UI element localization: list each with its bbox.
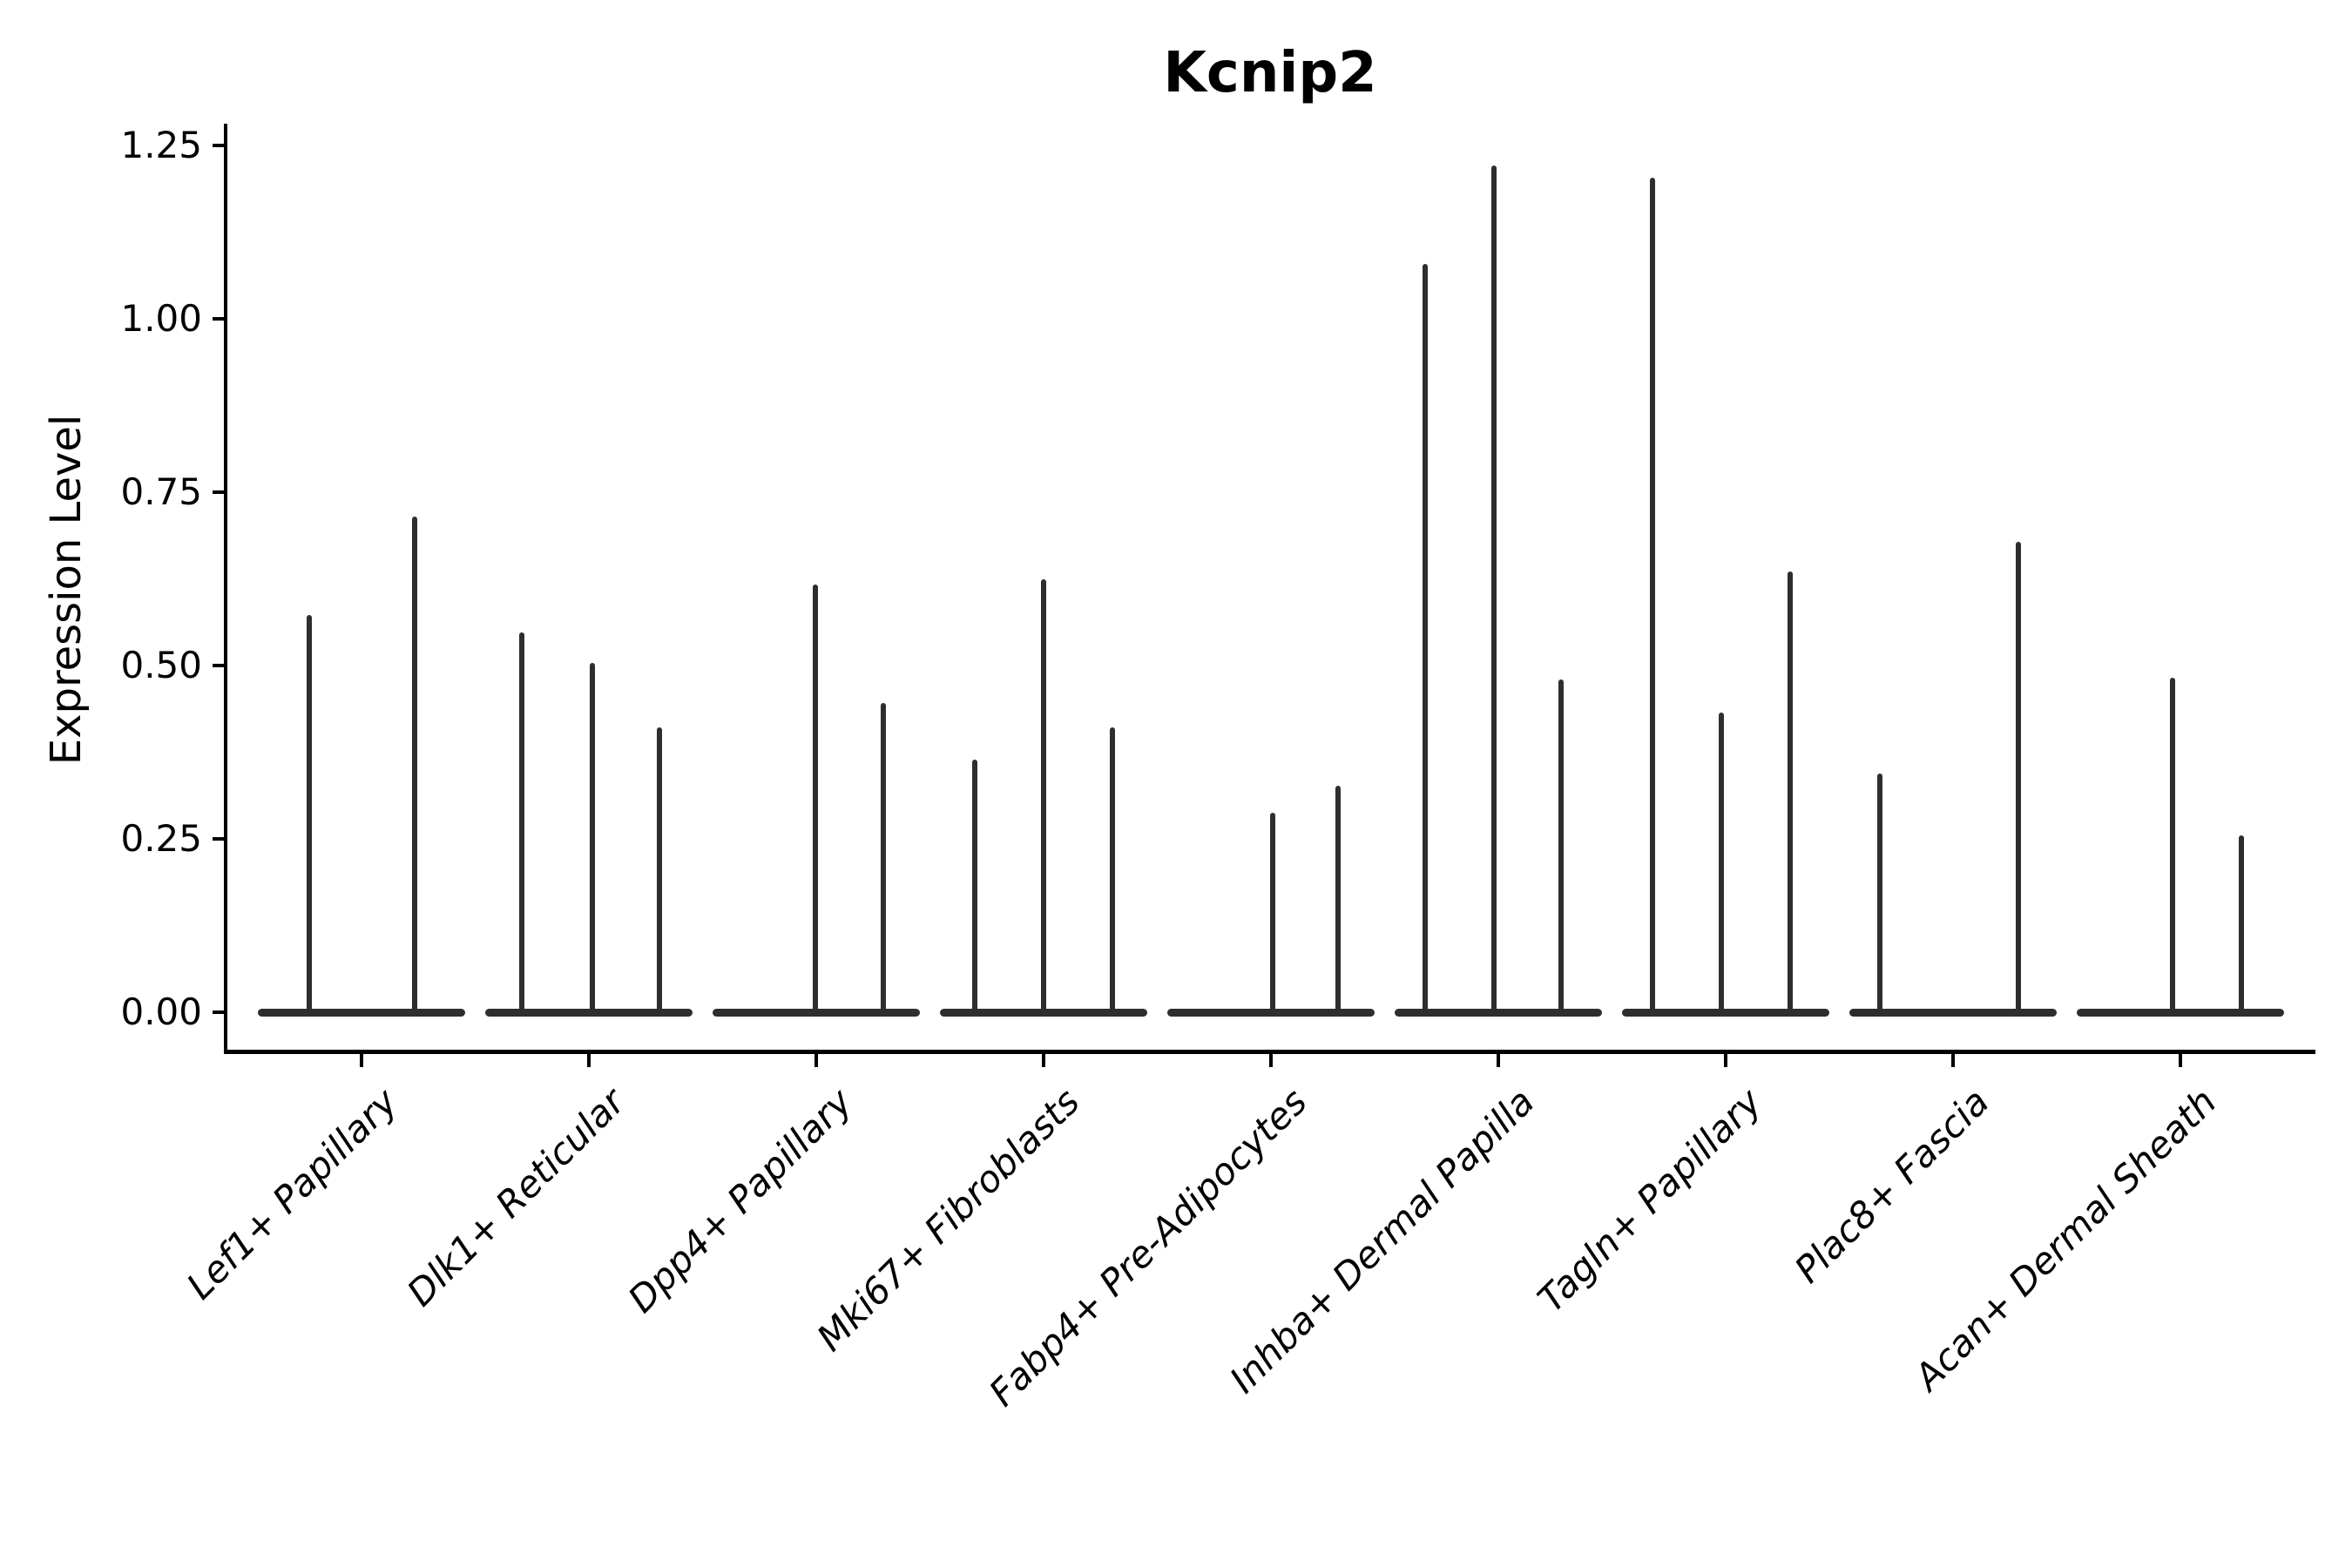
x-tick-label: Tagln+ Papillary	[1529, 1080, 1770, 1321]
x-tick-mark	[1269, 1054, 1273, 1067]
x-tick-label: Dpp4+ Papillary	[619, 1080, 861, 1321]
violin-spike	[657, 727, 662, 1012]
violin-spike	[1788, 571, 1793, 1012]
violin-baseline	[1849, 1009, 2057, 1017]
y-tick-mark	[213, 1010, 226, 1014]
x-tick-label: Plac8+ Fascia	[1786, 1080, 1997, 1292]
x-tick-label: Acan+ Dermal Sheath	[1906, 1080, 2225, 1399]
violin-spike	[1270, 813, 1275, 1012]
y-tick-mark	[213, 144, 226, 147]
y-tick-label: 0.25	[120, 817, 202, 860]
x-tick-label: Lef1+ Papillary	[178, 1080, 406, 1308]
x-axis-line	[224, 1050, 2315, 1054]
violin-spike	[2016, 542, 2021, 1012]
violin-baseline	[940, 1009, 1147, 1017]
y-axis-line	[224, 124, 227, 1054]
x-tick-label: Fabp4+ Pre-Adipocytes	[980, 1080, 1315, 1415]
violin-spike	[1558, 679, 1564, 1012]
violin-baseline	[1395, 1009, 1602, 1017]
violin-spike	[1423, 264, 1428, 1012]
y-tick-label: 0.50	[120, 644, 202, 686]
violin-spike	[1491, 166, 1497, 1012]
x-tick-mark	[587, 1054, 591, 1067]
x-tick-label: Dlk1+ Reticular	[398, 1080, 633, 1315]
violin-spike	[519, 632, 524, 1012]
x-tick-mark	[1951, 1054, 1955, 1067]
violin-spike	[813, 585, 818, 1012]
y-tick-mark	[213, 664, 226, 667]
x-tick-mark	[1497, 1054, 1500, 1067]
y-tick-label: 1.25	[120, 124, 202, 166]
violin-baseline	[2077, 1009, 2284, 1017]
violin-spike	[2170, 678, 2175, 1012]
violin-baseline	[1167, 1009, 1375, 1017]
y-tick-label: 0.00	[120, 990, 202, 1033]
y-axis-title: Expression Level	[42, 414, 91, 766]
violin-baseline	[1622, 1009, 1829, 1017]
violin-spike	[1719, 713, 1724, 1012]
violin-spike	[1650, 178, 1655, 1012]
y-tick-label: 1.00	[120, 297, 202, 340]
x-tick-mark	[2179, 1054, 2182, 1067]
violin-spike	[972, 760, 977, 1012]
x-tick-mark	[360, 1054, 363, 1067]
violin-spike	[590, 663, 595, 1012]
violin-baseline	[713, 1009, 920, 1017]
y-tick-mark	[213, 317, 226, 321]
y-tick-mark	[213, 837, 226, 841]
y-tick-label: 0.75	[120, 470, 202, 513]
violin-spike	[881, 703, 886, 1012]
violin-spike	[307, 615, 312, 1012]
x-tick-label: Inhba+ Dermal Papilla	[1221, 1080, 1543, 1402]
violin-spike	[2239, 835, 2244, 1012]
violin-spike	[1335, 786, 1341, 1012]
x-tick-mark	[814, 1054, 818, 1067]
x-tick-label: Mki67+ Fibroblasts	[808, 1080, 1088, 1360]
violin-spike	[412, 517, 417, 1012]
violin-spike	[1041, 579, 1046, 1012]
x-tick-mark	[1724, 1054, 1727, 1067]
chart-title: Kcnip2	[1163, 41, 1377, 105]
y-tick-mark	[213, 490, 226, 494]
violin-baseline	[258, 1009, 465, 1017]
violin-spike	[1877, 774, 1882, 1012]
violin-baseline	[485, 1009, 693, 1017]
violin-spike	[1110, 727, 1115, 1012]
x-tick-mark	[1042, 1054, 1045, 1067]
